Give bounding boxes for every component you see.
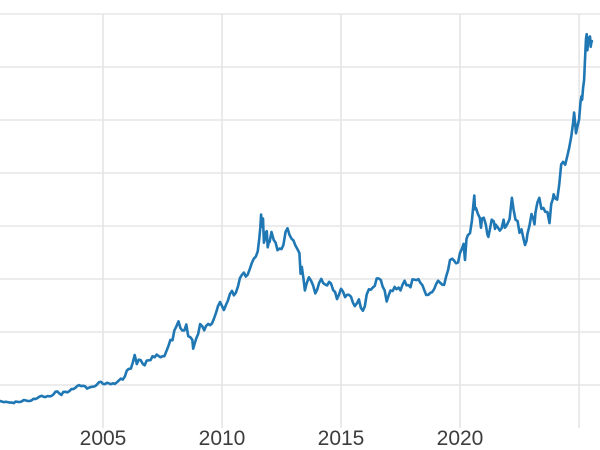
x-axis-tick-labels: 2005 2010 2015 2020 xyxy=(80,427,484,450)
x-tick-label: 2005 xyxy=(80,427,127,450)
horizontal-gridlines xyxy=(0,13,600,386)
x-tick-label: 2015 xyxy=(318,427,365,450)
data-series xyxy=(0,32,594,405)
x-tick-label: 2020 xyxy=(437,427,484,450)
vertical-gridlines xyxy=(102,14,580,428)
x-tick-label: 2010 xyxy=(199,427,246,450)
series-line xyxy=(0,32,594,405)
